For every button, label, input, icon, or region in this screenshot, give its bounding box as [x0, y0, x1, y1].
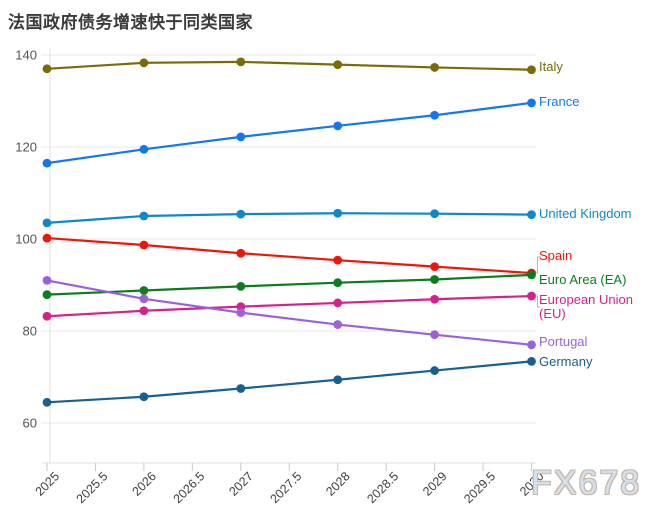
legend-label-italy: Italy [539, 58, 563, 74]
data-point-united-kingdom [333, 208, 343, 218]
legend-label-germany: Germany [539, 354, 593, 370]
data-point-italy [527, 65, 536, 75]
data-point-european-union-eu [430, 294, 439, 304]
x-axis-tick-label: 2029.5 [461, 469, 498, 506]
x-axis-tick-label: 2025.5 [74, 469, 111, 506]
data-point-italy [430, 63, 439, 72]
data-point-france [236, 132, 246, 142]
data-point-european-union-eu [139, 306, 149, 316]
data-point-european-union-eu [527, 291, 536, 301]
data-point-portugal [430, 330, 439, 340]
data-point-germany [527, 356, 536, 366]
legend-label-united-kingdom: United Kingdom [539, 205, 632, 221]
data-point-italy [236, 57, 246, 67]
data-point-united-kingdom [430, 209, 439, 219]
data-point-euro-area-ea [139, 286, 149, 295]
data-point-spain [333, 255, 343, 265]
data-point-germany [139, 392, 149, 402]
data-point-united-kingdom [139, 211, 149, 221]
x-axis-tick-label: 2025 [33, 469, 63, 499]
data-point-portugal [236, 308, 246, 317]
data-point-portugal [139, 294, 149, 304]
x-axis-tick-label: 2026.5 [171, 469, 208, 506]
legend-label-euro-area: Euro Area (EA) [539, 271, 627, 287]
x-axis-tick-label: 2026 [129, 469, 159, 499]
legend-label-spain: Spain [539, 248, 573, 264]
series-line-portugal [46, 279, 532, 346]
data-point-euro-area-ea [42, 290, 52, 300]
data-point-euro-area-ea [430, 275, 439, 284]
data-point-spain [236, 248, 246, 258]
data-point-germany [42, 397, 52, 407]
data-point-france [139, 144, 149, 154]
series-line-italy [46, 60, 532, 71]
y-axis-tick-label: 100 [15, 232, 37, 247]
data-point-united-kingdom [42, 218, 52, 228]
series-line-united-kingdom [46, 212, 532, 224]
data-point-italy [139, 58, 149, 68]
data-point-germany [333, 375, 343, 385]
data-point-united-kingdom [527, 210, 536, 220]
y-axis-tick-label: 80 [23, 324, 37, 339]
data-point-france [333, 121, 343, 131]
series-line-france [46, 101, 532, 165]
x-axis-tick-label: 2029 [420, 469, 450, 499]
x-axis-tick-label: 2027.5 [267, 469, 304, 506]
data-point-portugal [527, 340, 536, 350]
data-point-spain [430, 262, 439, 271]
data-point-european-union-eu [333, 298, 343, 308]
data-point-portugal [42, 276, 52, 285]
data-point-germany [236, 384, 246, 393]
data-point-spain [139, 240, 149, 250]
x-axis-tick-label: 2028.5 [364, 469, 401, 506]
y-axis-tick-label: 140 [15, 48, 37, 63]
legend-label-portugal: Portugal [539, 333, 588, 349]
series-line-spain [46, 236, 532, 275]
legend-label-european-union: European Union (EU) [539, 292, 633, 322]
legend-label-france: France [539, 93, 580, 109]
data-point-portugal [333, 320, 343, 329]
data-point-italy [333, 60, 343, 70]
data-point-france [42, 158, 52, 168]
y-axis-tick-label: 60 [23, 416, 37, 431]
series-line-euro-area-ea [46, 273, 532, 296]
x-axis-tick-label: 2027 [226, 469, 256, 499]
data-point-euro-area-ea [236, 281, 246, 291]
data-point-euro-area-ea [333, 278, 343, 288]
data-point-euro-area-ea [527, 270, 536, 280]
y-axis-tick-label: 120 [15, 140, 37, 155]
x-axis-tick-label: 2028 [323, 469, 353, 499]
data-point-united-kingdom [236, 209, 246, 219]
data-point-spain [42, 233, 52, 243]
data-point-france [430, 110, 439, 120]
series-line-european-union-eu [46, 294, 532, 318]
data-point-european-union-eu [42, 311, 52, 321]
data-point-italy [42, 64, 52, 74]
fx678-watermark: FX678 [531, 464, 642, 502]
series-line-germany [46, 360, 532, 404]
data-point-germany [430, 366, 439, 375]
data-point-france [527, 98, 536, 108]
chart-title: 法国政府债务增速快于同类国家 [8, 13, 253, 32]
